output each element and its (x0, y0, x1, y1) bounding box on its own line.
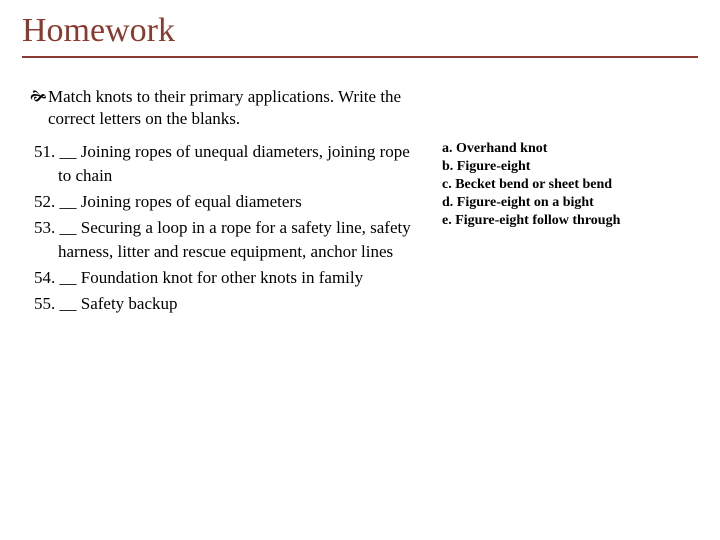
question-item: 54. __ Foundation knot for other knots i… (46, 266, 422, 290)
answer-item: c. Becket bend or sheet bend (442, 176, 698, 194)
question-item: 52. __ Joining ropes of equal diameters (46, 190, 422, 214)
answer-item: d. Figure-eight on a bight (442, 194, 698, 212)
question-item: 51. __ Joining ropes of unequal diameter… (46, 140, 422, 188)
question-item: 55. __ Safety backup (46, 292, 422, 316)
question-item: 53. __ Securing a loop in a rope for a s… (46, 216, 422, 264)
instruction-row: 🙞 Match knots to their primary applicati… (22, 86, 422, 130)
bullet-icon: 🙞 (30, 86, 48, 108)
left-column: 🙞 Match knots to their primary applicati… (22, 86, 422, 318)
instruction-text: Match knots to their primary application… (48, 86, 422, 130)
answer-item: e. Figure-eight follow through (442, 212, 698, 230)
answer-item: b. Figure-eight (442, 158, 698, 176)
content-wrap: 🙞 Match knots to their primary applicati… (22, 86, 698, 318)
page-title: Homework (22, 12, 698, 58)
answer-item: a. Overhand knot (442, 140, 698, 158)
slide-container: Homework 🙞 Match knots to their primary … (0, 0, 720, 330)
right-column: a. Overhand knot b. Figure-eight c. Beck… (442, 86, 698, 318)
